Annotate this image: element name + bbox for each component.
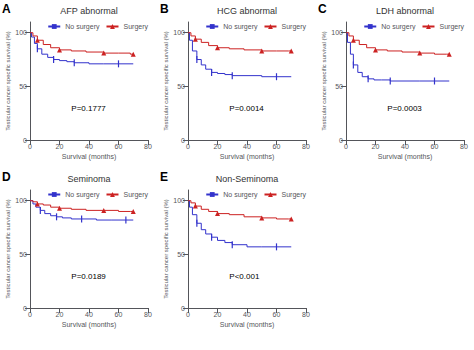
svg-text:Testicular cancer specific sur: Testicular cancer specific survival (%) xyxy=(163,31,169,131)
svg-text:80: 80 xyxy=(302,143,310,150)
svg-text:Surgery: Surgery xyxy=(123,191,148,199)
svg-text:0: 0 xyxy=(28,311,32,318)
svg-text:40: 40 xyxy=(85,311,93,318)
svg-text:Surgery: Surgery xyxy=(281,23,306,31)
svg-text:60: 60 xyxy=(273,143,281,150)
svg-text:P=0.0014: P=0.0014 xyxy=(229,104,264,113)
svg-text:60: 60 xyxy=(115,311,123,318)
svg-text:60: 60 xyxy=(115,143,123,150)
svg-text:P=0.1777: P=0.1777 xyxy=(71,104,106,113)
svg-text:20: 20 xyxy=(56,311,64,318)
svg-text:80: 80 xyxy=(460,143,468,150)
svg-text:AFP abnormal: AFP abnormal xyxy=(60,6,117,16)
svg-text:No surgery: No surgery xyxy=(223,191,258,199)
svg-text:50: 50 xyxy=(177,251,185,258)
svg-text:60: 60 xyxy=(431,143,439,150)
svg-text:100: 100 xyxy=(15,197,27,204)
svg-text:0: 0 xyxy=(23,137,27,144)
svg-text:20: 20 xyxy=(56,143,64,150)
svg-text:100: 100 xyxy=(331,29,343,36)
svg-text:0: 0 xyxy=(28,143,32,150)
svg-text:0: 0 xyxy=(23,305,27,312)
svg-text:No surgery: No surgery xyxy=(381,23,416,31)
svg-text:Surgery: Surgery xyxy=(439,23,464,31)
svg-text:60: 60 xyxy=(273,311,281,318)
svg-text:Surgery: Surgery xyxy=(281,191,306,199)
svg-text:Survival (months): Survival (months) xyxy=(378,153,432,161)
svg-text:100: 100 xyxy=(173,197,185,204)
svg-text:80: 80 xyxy=(144,143,152,150)
svg-text:Survival (months): Survival (months) xyxy=(220,153,274,161)
svg-text:P<0.001: P<0.001 xyxy=(229,272,260,281)
svg-text:100: 100 xyxy=(15,29,27,36)
svg-text:100: 100 xyxy=(173,29,185,36)
svg-text:P=0.0003: P=0.0003 xyxy=(387,104,422,113)
svg-text:0: 0 xyxy=(186,311,190,318)
svg-text:40: 40 xyxy=(85,143,93,150)
svg-text:20: 20 xyxy=(214,143,222,150)
svg-text:50: 50 xyxy=(19,83,27,90)
svg-text:20: 20 xyxy=(214,311,222,318)
svg-text:Testicular cancer specific sur: Testicular cancer specific survival (%) xyxy=(321,31,327,131)
svg-text:40: 40 xyxy=(401,143,409,150)
svg-text:Survival (months): Survival (months) xyxy=(62,153,116,161)
svg-text:HCG abnormal: HCG abnormal xyxy=(217,6,277,16)
svg-text:E: E xyxy=(160,170,168,184)
svg-text:Testicular cancer specific sur: Testicular cancer specific survival (%) xyxy=(163,199,169,299)
svg-text:Survival (months): Survival (months) xyxy=(220,321,274,329)
svg-text:No surgery: No surgery xyxy=(223,23,258,31)
svg-text:0: 0 xyxy=(339,137,343,144)
svg-text:80: 80 xyxy=(144,311,152,318)
svg-text:40: 40 xyxy=(243,311,251,318)
svg-text:Surgery: Surgery xyxy=(123,23,148,31)
svg-text:A: A xyxy=(2,2,11,16)
svg-text:80: 80 xyxy=(302,311,310,318)
svg-text:Survival (months): Survival (months) xyxy=(62,321,116,329)
svg-text:No surgery: No surgery xyxy=(65,191,100,199)
svg-text:Testicular cancer specific sur: Testicular cancer specific survival (%) xyxy=(5,31,11,131)
svg-text:C: C xyxy=(318,2,327,16)
svg-text:0: 0 xyxy=(186,143,190,150)
svg-text:Seminoma: Seminoma xyxy=(67,174,110,184)
svg-text:Non-Seminoma: Non-Seminoma xyxy=(216,174,279,184)
svg-text:No surgery: No surgery xyxy=(65,23,100,31)
svg-text:0: 0 xyxy=(181,305,185,312)
svg-text:LDH abnormal: LDH abnormal xyxy=(376,6,434,16)
svg-text:20: 20 xyxy=(372,143,380,150)
svg-text:40: 40 xyxy=(243,143,251,150)
svg-text:0: 0 xyxy=(181,137,185,144)
svg-text:50: 50 xyxy=(177,83,185,90)
svg-text:D: D xyxy=(2,170,11,184)
svg-text:P=0.0189: P=0.0189 xyxy=(71,272,106,281)
svg-text:50: 50 xyxy=(335,83,343,90)
svg-text:50: 50 xyxy=(19,251,27,258)
svg-text:Testicular cancer specific sur: Testicular cancer specific survival (%) xyxy=(5,199,11,299)
svg-text:B: B xyxy=(160,2,169,16)
svg-text:0: 0 xyxy=(344,143,348,150)
